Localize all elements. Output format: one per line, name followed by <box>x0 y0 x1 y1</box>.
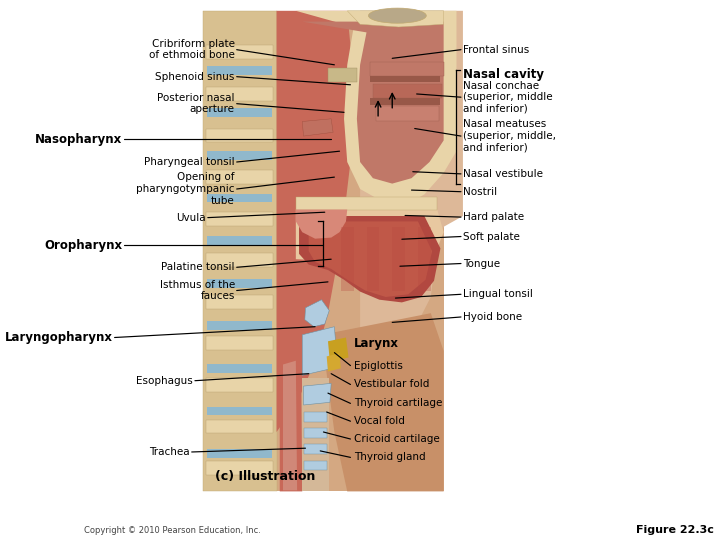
Polygon shape <box>347 11 444 27</box>
Polygon shape <box>283 361 297 490</box>
Text: Esophagus: Esophagus <box>136 376 193 386</box>
Polygon shape <box>370 62 444 76</box>
Text: Nasopharynx: Nasopharynx <box>35 133 122 146</box>
Polygon shape <box>206 378 274 392</box>
Text: Nasal vestibule: Nasal vestibule <box>463 169 543 179</box>
Polygon shape <box>360 11 463 351</box>
Polygon shape <box>207 364 272 373</box>
Polygon shape <box>296 210 347 239</box>
Polygon shape <box>302 119 333 136</box>
Text: Tongue: Tongue <box>463 259 500 268</box>
Text: Isthmus of the
fauces: Isthmus of the fauces <box>160 280 235 301</box>
Polygon shape <box>207 407 272 415</box>
Polygon shape <box>276 11 354 432</box>
Polygon shape <box>304 428 327 438</box>
Text: Laryngopharynx: Laryngopharynx <box>4 331 112 344</box>
Polygon shape <box>322 313 444 491</box>
Text: Opening of
pharyngotympanic
tube: Opening of pharyngotympanic tube <box>136 172 235 206</box>
Polygon shape <box>206 461 274 475</box>
Polygon shape <box>392 227 405 291</box>
Polygon shape <box>207 66 272 75</box>
Polygon shape <box>207 151 272 160</box>
Text: Lingual tonsil: Lingual tonsil <box>463 289 533 299</box>
Text: Epiglottis: Epiglottis <box>354 361 402 370</box>
Text: Nasal conchae
(superior, middle
and inferior): Nasal conchae (superior, middle and infe… <box>463 80 552 114</box>
Text: Sphenoid sinus: Sphenoid sinus <box>156 72 235 82</box>
Text: Vocal fold: Vocal fold <box>354 416 405 426</box>
Polygon shape <box>296 197 437 210</box>
Text: Oropharynx: Oropharynx <box>44 239 122 252</box>
Polygon shape <box>206 212 274 226</box>
Ellipse shape <box>369 8 426 23</box>
Polygon shape <box>207 449 272 458</box>
Polygon shape <box>207 321 272 330</box>
Text: Nasal cavity: Nasal cavity <box>463 68 544 81</box>
Polygon shape <box>373 84 441 98</box>
Polygon shape <box>202 11 444 491</box>
Polygon shape <box>299 216 441 302</box>
Text: Copyright © 2010 Pearson Education, Inc.: Copyright © 2010 Pearson Education, Inc. <box>84 526 261 535</box>
Text: Palatine tonsil: Palatine tonsil <box>161 262 235 272</box>
Polygon shape <box>305 300 329 327</box>
Polygon shape <box>328 68 357 82</box>
Polygon shape <box>296 210 444 265</box>
Polygon shape <box>206 253 274 267</box>
Polygon shape <box>207 279 272 287</box>
Text: Vestibular fold: Vestibular fold <box>354 380 429 389</box>
Polygon shape <box>304 412 327 422</box>
Polygon shape <box>206 129 274 143</box>
Text: Pharyngeal tonsil: Pharyngeal tonsil <box>144 157 235 167</box>
Text: Larynx: Larynx <box>354 338 399 350</box>
Text: Uvula: Uvula <box>176 213 206 222</box>
Text: Soft palate: Soft palate <box>463 232 520 241</box>
Polygon shape <box>207 194 272 202</box>
Text: Nasal meatuses
(superior, middle,
and inferior): Nasal meatuses (superior, middle, and in… <box>463 119 556 153</box>
Polygon shape <box>328 338 348 362</box>
Polygon shape <box>370 98 441 105</box>
Polygon shape <box>304 383 331 405</box>
Text: Cribriform plate
of ethmoid bone: Cribriform plate of ethmoid bone <box>149 39 235 60</box>
Text: Frontal sinus: Frontal sinus <box>463 45 529 55</box>
Text: (c) Illustration: (c) Illustration <box>215 470 316 483</box>
Polygon shape <box>296 11 456 205</box>
Polygon shape <box>206 45 274 59</box>
Polygon shape <box>202 11 276 491</box>
Polygon shape <box>280 356 302 491</box>
Polygon shape <box>302 327 338 375</box>
Text: Cricoid cartilage: Cricoid cartilage <box>354 434 439 444</box>
Polygon shape <box>206 420 274 434</box>
Text: Thyroid cartilage: Thyroid cartilage <box>354 399 442 408</box>
Text: Hyoid bone: Hyoid bone <box>463 312 522 322</box>
Text: Hard palate: Hard palate <box>463 212 524 222</box>
Polygon shape <box>418 227 431 291</box>
Polygon shape <box>304 461 327 470</box>
Text: Trachea: Trachea <box>149 447 190 457</box>
Polygon shape <box>309 221 432 297</box>
Polygon shape <box>304 444 327 454</box>
Polygon shape <box>207 237 272 245</box>
Polygon shape <box>370 76 441 82</box>
Text: Nostril: Nostril <box>463 187 497 197</box>
Polygon shape <box>376 106 439 121</box>
Polygon shape <box>206 295 274 309</box>
Polygon shape <box>341 227 354 291</box>
Polygon shape <box>302 22 444 184</box>
Polygon shape <box>366 227 379 291</box>
Polygon shape <box>206 87 274 101</box>
Polygon shape <box>206 170 274 184</box>
Text: Figure 22.3c: Figure 22.3c <box>636 525 714 535</box>
Polygon shape <box>327 353 341 372</box>
Polygon shape <box>302 378 329 491</box>
Polygon shape <box>206 336 274 350</box>
Polygon shape <box>207 109 272 117</box>
Text: Thyroid gland: Thyroid gland <box>354 453 426 462</box>
Text: Posterior nasal
aperture: Posterior nasal aperture <box>157 93 235 114</box>
